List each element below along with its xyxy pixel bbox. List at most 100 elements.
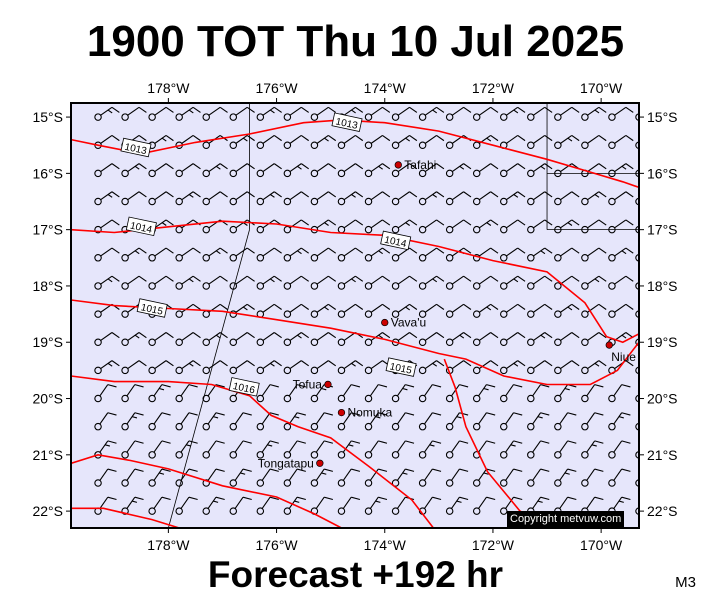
wind-barb <box>445 440 469 459</box>
wind-barb <box>94 163 120 178</box>
wind-barb <box>283 468 306 487</box>
wind-barb <box>581 468 604 487</box>
wind-barb <box>527 412 550 431</box>
place-label: Tafahi <box>404 158 436 172</box>
wind-barb <box>337 412 361 431</box>
wind-barb <box>148 360 174 375</box>
lat-tick-label: 17°S <box>647 222 678 238</box>
wind-barb <box>445 275 472 290</box>
isobar-line <box>71 453 342 528</box>
isobar-line <box>71 507 180 528</box>
wind-barb <box>283 360 309 375</box>
place-label: Tongatapu <box>258 456 314 470</box>
wind-barb <box>364 247 391 262</box>
wind-barb <box>527 332 553 346</box>
wind-barb <box>148 191 174 206</box>
wind-barb <box>256 106 282 121</box>
wind-barb <box>310 163 337 178</box>
wind-barb <box>418 412 442 431</box>
wind-barb <box>202 496 225 515</box>
wind-barb <box>554 191 580 206</box>
station-marker <box>605 341 613 349</box>
wind-barb <box>202 106 228 121</box>
station-marker <box>316 459 324 467</box>
wind-barb <box>554 275 580 290</box>
wind-barb <box>391 440 415 459</box>
wind-barb <box>472 275 499 290</box>
ocean-background <box>71 103 639 528</box>
wind-barb <box>148 496 171 515</box>
isobar-label: 1013 <box>120 137 152 158</box>
isobar-line <box>71 220 639 344</box>
wind-barb <box>229 191 255 206</box>
wind-barb <box>310 275 337 290</box>
wind-barb <box>608 440 631 459</box>
wind-barb <box>337 303 364 318</box>
wind-barb <box>472 496 496 515</box>
wind-barb <box>608 135 634 149</box>
isobar-label: 1016 <box>228 377 260 397</box>
wind-barb <box>554 412 577 431</box>
wind-barb <box>202 360 228 375</box>
wind-barb <box>608 384 631 403</box>
wind-barb <box>229 163 255 178</box>
station-marker <box>337 408 346 417</box>
wind-barb <box>148 275 174 290</box>
wind-barb <box>283 384 306 403</box>
wind-barb <box>94 191 120 206</box>
wind-barb <box>500 412 523 431</box>
wind-barb <box>283 412 306 431</box>
lat-tick-label: 18°S <box>647 278 678 294</box>
wind-barb <box>391 163 418 178</box>
wind-barb <box>202 468 225 487</box>
lon-tick-label: 178°W <box>147 80 190 96</box>
wind-barb <box>202 247 228 262</box>
station-marker <box>381 318 389 327</box>
wind-barb <box>445 191 472 206</box>
wind-barb <box>663 135 687 148</box>
wind-barb <box>364 219 391 234</box>
wind-barb <box>418 191 445 206</box>
wind-barb <box>310 332 337 346</box>
wind-barb <box>527 135 553 149</box>
wind-barb <box>445 163 472 178</box>
wind-barb <box>94 468 117 487</box>
wind-barb <box>94 384 117 403</box>
wind-barb <box>283 163 309 178</box>
wind-barb <box>175 191 201 206</box>
wind-barb <box>581 191 607 206</box>
wind-barb <box>202 163 228 178</box>
map-title: 1900 TOT Thu 10 Jul 2025 <box>86 17 625 66</box>
wind-barb <box>418 303 445 318</box>
wind-barb <box>283 247 309 262</box>
wind-barb <box>472 106 499 121</box>
wind-barb <box>283 275 309 290</box>
wind-barb <box>229 440 252 459</box>
lat-tick-label: 17°S <box>32 222 63 238</box>
wind-barb <box>445 303 472 318</box>
model-label: M3 <box>675 574 696 591</box>
svg-text:1015: 1015 <box>140 302 164 317</box>
wind-barb <box>500 496 523 515</box>
wind-barb <box>202 384 225 403</box>
wind-barb <box>202 275 228 290</box>
wind-barb <box>364 275 391 290</box>
wind-barb <box>283 496 306 515</box>
isobar-line <box>71 119 639 189</box>
svg-text:1013: 1013 <box>335 116 359 131</box>
wind-barb <box>310 303 337 318</box>
wind-barb <box>500 303 526 318</box>
wind-barb <box>445 496 469 515</box>
wind-barb <box>337 496 361 515</box>
wind-barb <box>554 247 580 262</box>
wind-barb <box>175 384 198 403</box>
place-label: Niue <box>611 350 636 364</box>
wind-barb <box>310 360 337 375</box>
lat-tick-label: 18°S <box>32 278 63 294</box>
wind-barb <box>608 275 634 290</box>
wind-barb <box>581 219 607 234</box>
wind-barb <box>121 163 147 178</box>
wind-barb <box>229 106 255 121</box>
wind-barb <box>175 496 198 515</box>
wind-barb <box>527 440 550 459</box>
